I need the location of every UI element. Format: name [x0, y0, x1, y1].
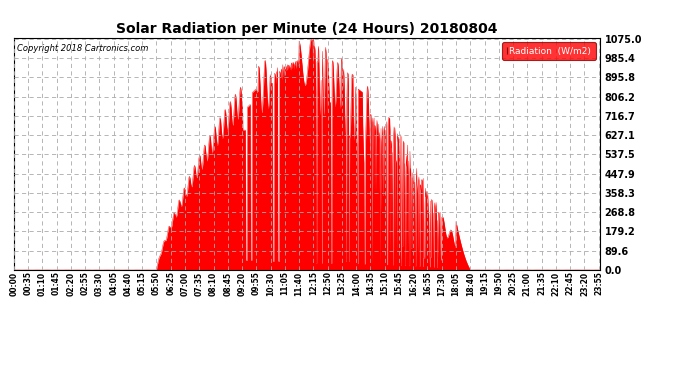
- Title: Solar Radiation per Minute (24 Hours) 20180804: Solar Radiation per Minute (24 Hours) 20…: [117, 22, 497, 36]
- Legend: Radiation  (W/m2): Radiation (W/m2): [502, 42, 595, 60]
- Text: Copyright 2018 Cartronics.com: Copyright 2018 Cartronics.com: [17, 45, 148, 54]
